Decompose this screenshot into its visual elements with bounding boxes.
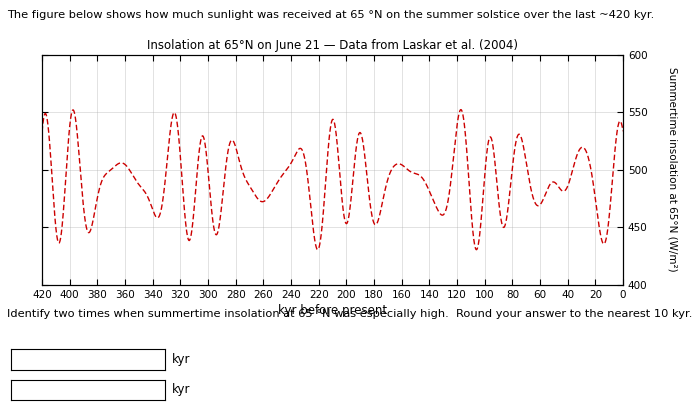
Text: kyr: kyr bbox=[172, 353, 190, 366]
Text: The figure below shows how much sunlight was received at 65 °N on the summer sol: The figure below shows how much sunlight… bbox=[7, 10, 654, 20]
Title: Insolation at 65°N on June 21 — Data from Laskar et al. (2004): Insolation at 65°N on June 21 — Data fro… bbox=[147, 39, 518, 52]
Y-axis label: Summertime insolation at 65°N (W/m²): Summertime insolation at 65°N (W/m²) bbox=[667, 67, 677, 272]
Text: Identify two times when summertime insolation at 65 °N was especially high.  Rou: Identify two times when summertime insol… bbox=[7, 309, 692, 319]
Text: kyr: kyr bbox=[172, 383, 190, 396]
X-axis label: kyr before present: kyr before present bbox=[278, 304, 387, 317]
